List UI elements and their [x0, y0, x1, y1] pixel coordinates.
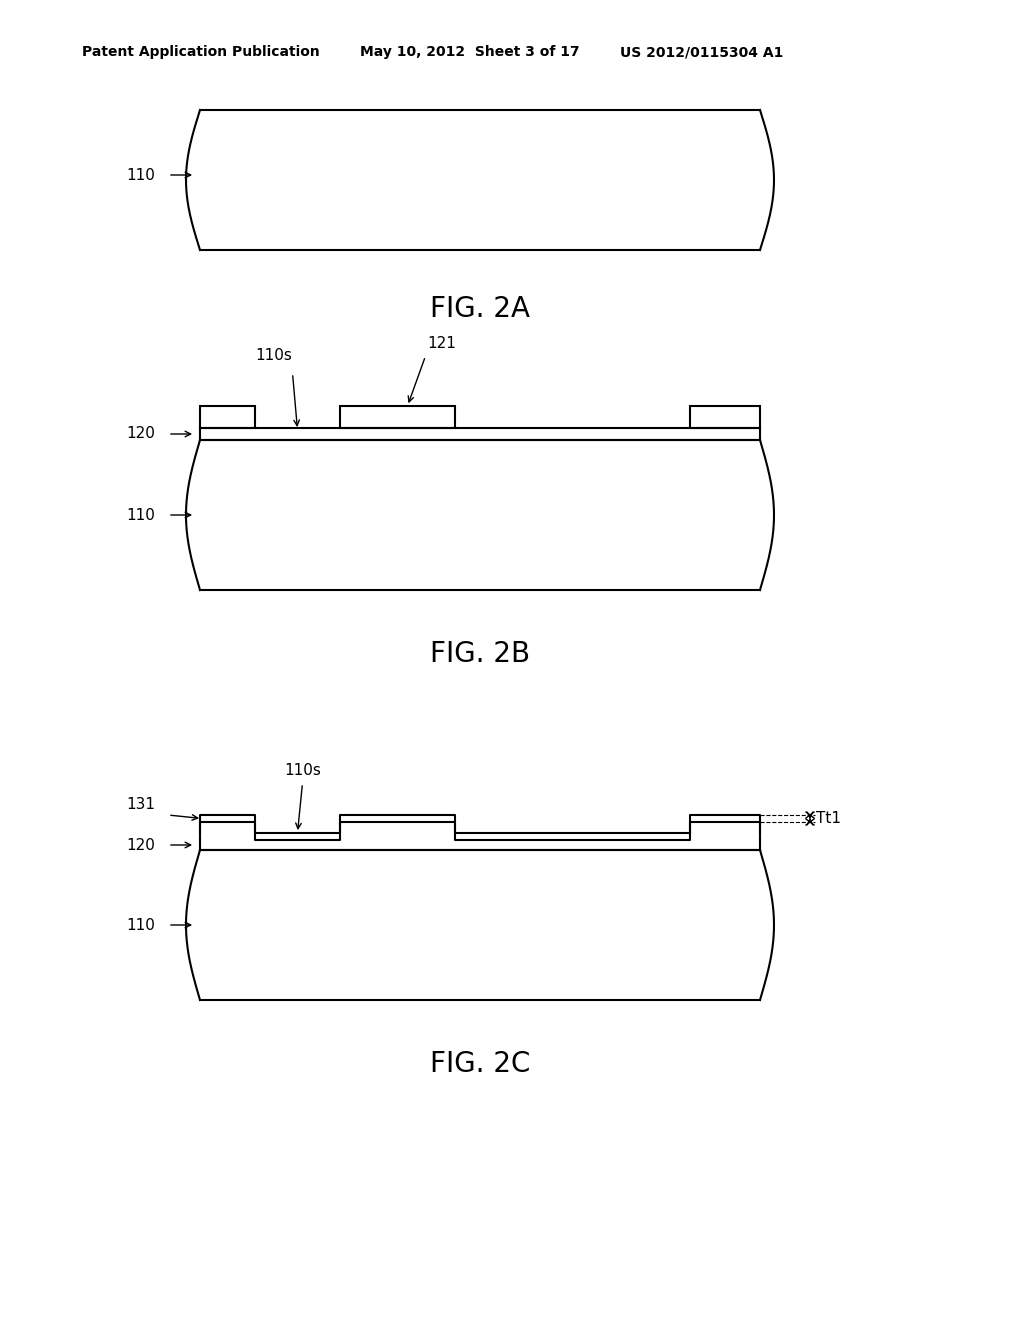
Text: Patent Application Publication: Patent Application Publication	[82, 45, 319, 59]
Bar	[340, 407, 455, 428]
Text: 110: 110	[126, 507, 155, 523]
Text: May 10, 2012  Sheet 3 of 17: May 10, 2012 Sheet 3 of 17	[360, 45, 580, 59]
Text: FIG. 2B: FIG. 2B	[430, 640, 530, 668]
Text: 110: 110	[126, 917, 155, 932]
Text: FIG. 2C: FIG. 2C	[430, 1049, 530, 1078]
Text: 110: 110	[126, 168, 155, 182]
Bar	[690, 407, 760, 428]
Text: US 2012/0115304 A1: US 2012/0115304 A1	[620, 45, 783, 59]
Bar	[200, 407, 255, 428]
Text: 120: 120	[126, 837, 155, 853]
Text: 121: 121	[427, 337, 457, 351]
Text: 110s: 110s	[284, 763, 321, 777]
Text: 120: 120	[126, 426, 155, 441]
Text: 131: 131	[126, 797, 155, 812]
Text: Tt1: Tt1	[816, 810, 841, 826]
Text: FIG. 2A: FIG. 2A	[430, 294, 530, 323]
Text: 110s: 110s	[256, 348, 293, 363]
